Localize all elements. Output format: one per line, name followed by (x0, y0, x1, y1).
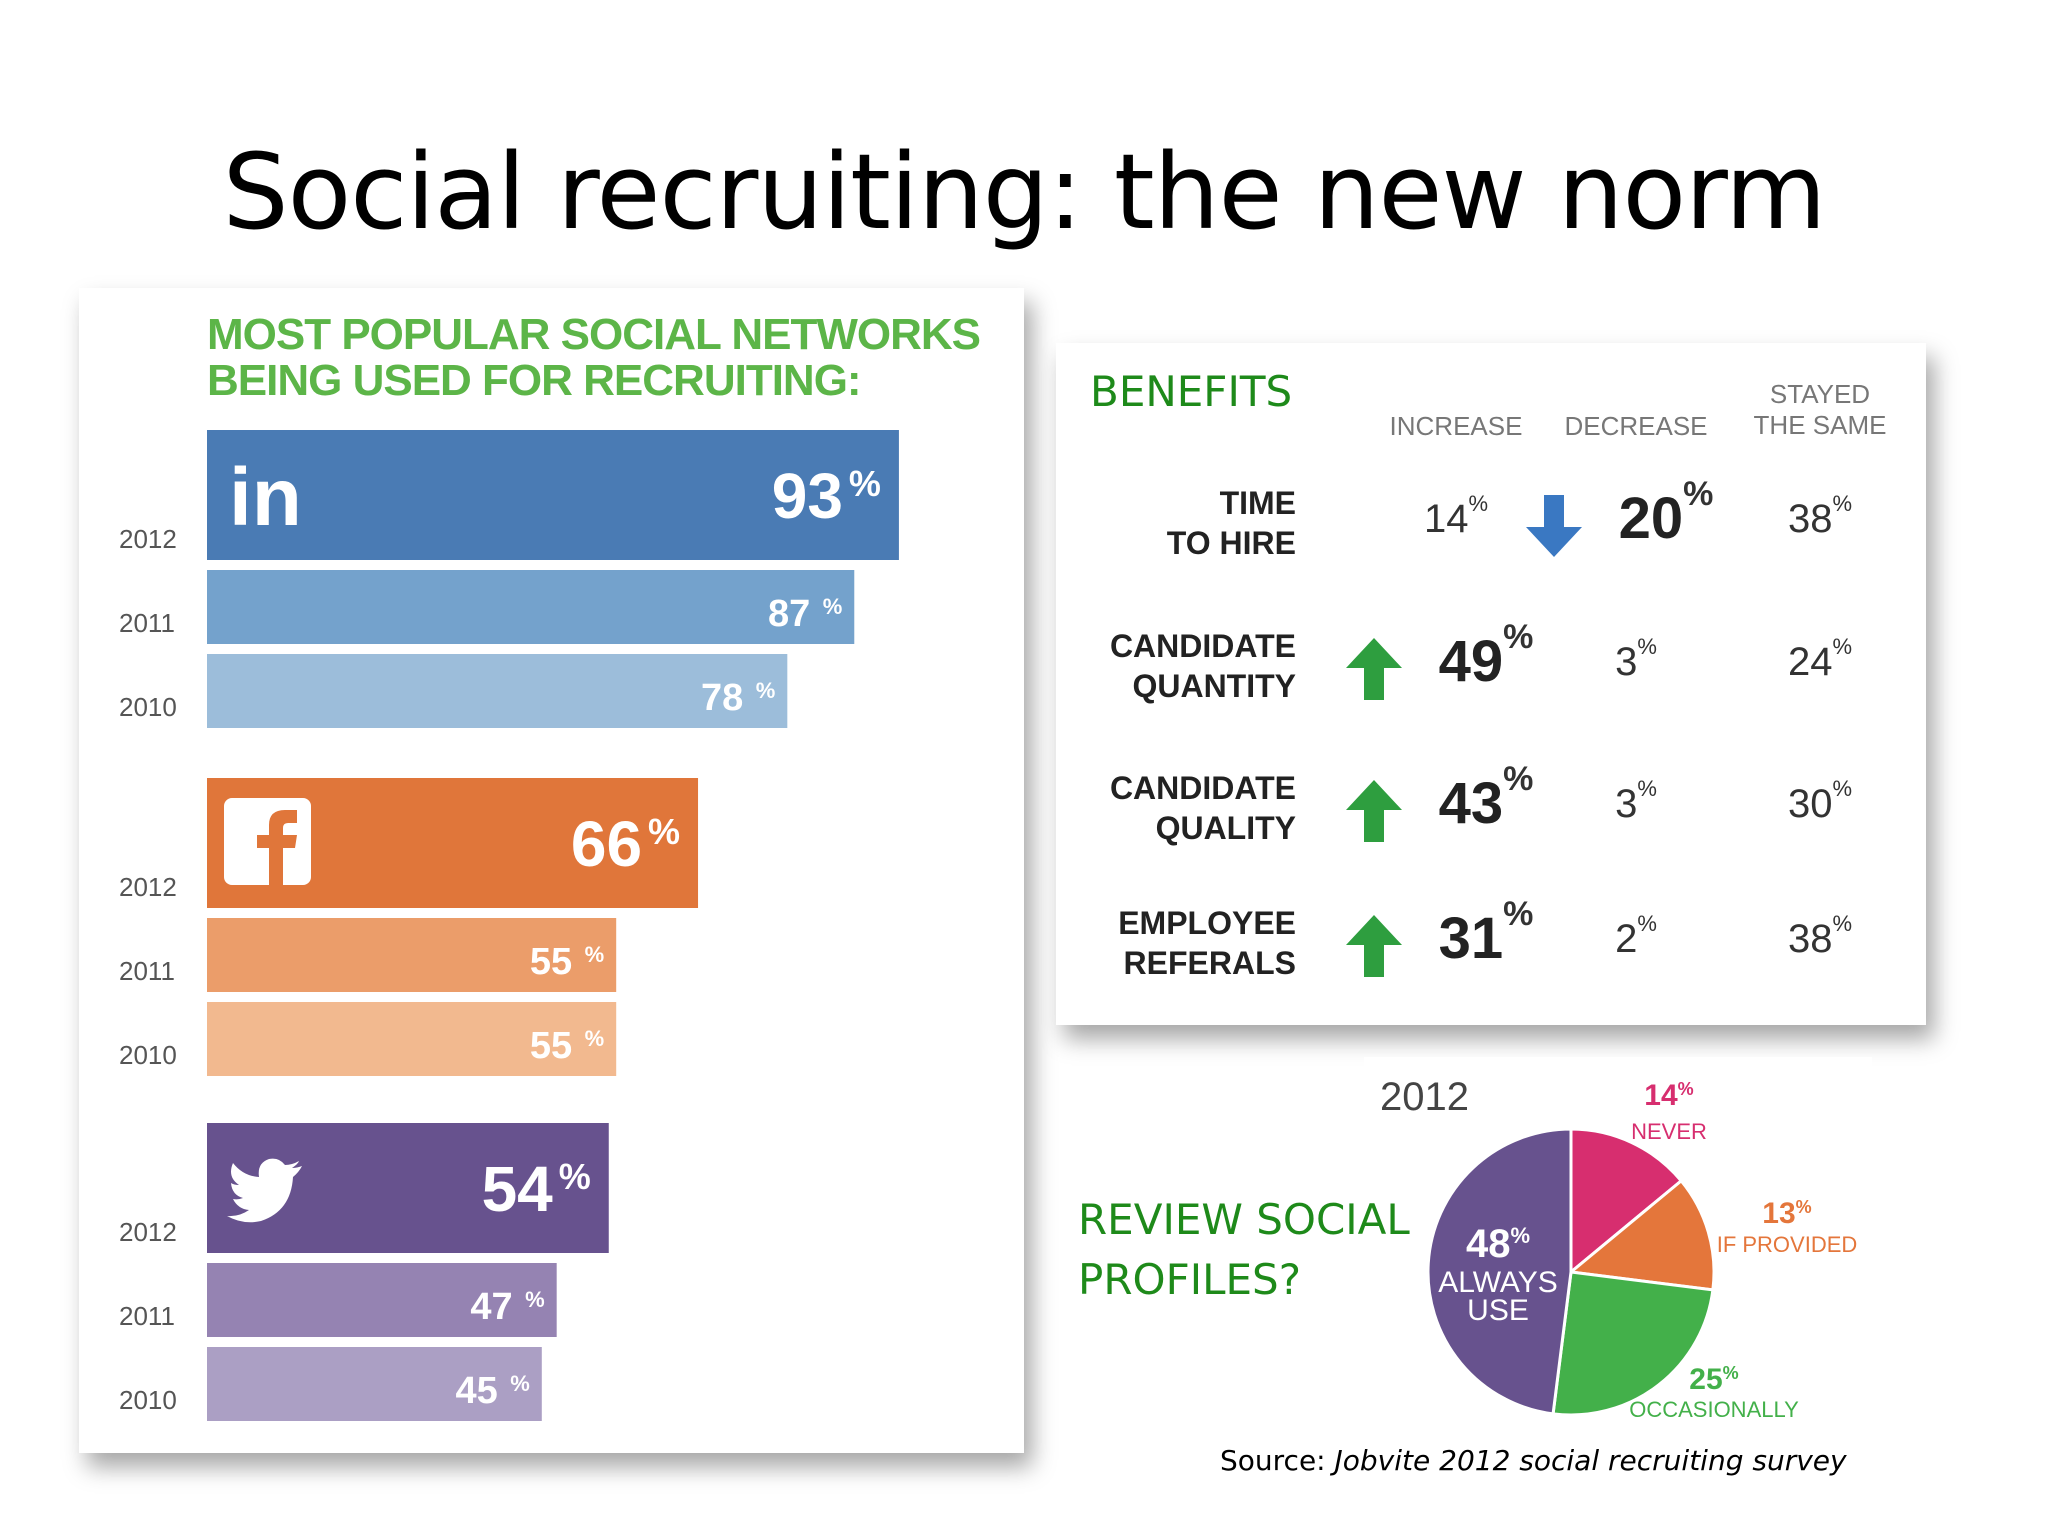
bar-value-label: 45 (456, 1370, 498, 1412)
review-question: REVIEW SOCIAL PROFILES? (1078, 1190, 1410, 1310)
bar-value-label: 47 (470, 1286, 512, 1328)
bar-value-label: 66 (571, 808, 642, 880)
benefit-value-decrease: 2% (1615, 911, 1657, 961)
twitter-icon (227, 1158, 302, 1223)
networks-title-line1: MOST POPULAR SOCIAL NETWORKS (207, 310, 981, 359)
review-question-line1: REVIEW SOCIAL (1078, 1195, 1410, 1244)
linkedin-icon: in (229, 452, 302, 543)
slide-title: Social recruiting: the new norm (222, 131, 1827, 253)
pie-slice-occasionally (1551, 1270, 1715, 1417)
networks-bar-chart: 93 % 2012 87 % 2011 78 % 2010 in 66 % 2012 55 % 2011 55%… (119, 430, 899, 1421)
bar-unit-label: % (849, 463, 881, 504)
bar-year-label: 2010 (119, 692, 177, 722)
bar-unit-label: % (525, 1287, 545, 1312)
pie-category-label: NEVER (1631, 1119, 1707, 1144)
pie-category-label: OCCASIONALLY (1629, 1397, 1799, 1422)
bar-linkedin-2010 (207, 654, 788, 728)
networks-chart-title: MOST POPULAR SOCIAL NETWORKS BEING USED … (207, 312, 1017, 404)
bar-year-label: 2012 (119, 524, 177, 554)
benefits-title: BENEFITS (1090, 367, 1293, 416)
benefit-row-label: CANDIDATE QUANTITY (1109, 628, 1296, 704)
pie-slice-if-provided (1567, 1178, 1716, 1292)
bar-unit-label: % (559, 1156, 591, 1197)
benefit-value-same: 38% (1787, 911, 1853, 961)
benefit-value-increase: 31% (1438, 895, 1534, 971)
arrow-down-icon (1526, 495, 1582, 557)
bar-value-label: 87 (768, 593, 810, 635)
pie-category-label: USE (1467, 1294, 1529, 1327)
arrow-up-icon (1346, 780, 1402, 842)
benefit-row-label: TIME TO HIRE (1166, 485, 1296, 561)
bar-unit-label: % (648, 811, 680, 852)
pie-category-label: ALWAYS (1438, 1266, 1557, 1299)
source-note: Source: Jobvite 2012 social recruiting s… (1220, 1444, 1847, 1477)
bar-year-label: 2012 (119, 1217, 177, 1247)
pie-slice-never (1569, 1127, 1684, 1276)
col-head-decrease: DECREASE (1564, 411, 1708, 441)
bar-unit-label: % (756, 678, 776, 703)
benefit-value-same: 24% (1787, 634, 1853, 684)
bar-facebook-2011 (207, 918, 617, 992)
benefits-panel: BENEFITS INCREASE DECREASE STAYED THE SAME T… (1056, 343, 1926, 1025)
col-head-increase: INCREASE (1389, 411, 1523, 441)
benefit-value-decrease: 3% (1615, 776, 1657, 826)
benefit-value-same: 30% (1787, 776, 1853, 826)
pie-value-label: 13% (1762, 1197, 1811, 1230)
bar-value-label: 78 (701, 677, 743, 719)
source-prefix: Source: (1220, 1444, 1326, 1477)
bar-year-label: 2010 (119, 1040, 177, 1070)
benefit-value-increase: 14% (1423, 491, 1489, 541)
bar-year-label: 2011 (119, 608, 175, 638)
bar-unit-label: % (823, 594, 843, 619)
bar-value-label: 54 (482, 1153, 554, 1225)
bar-year-label: 2010 (119, 1385, 177, 1415)
benefit-value-increase: 49% (1438, 618, 1534, 694)
bar-value-label: 93 (772, 460, 843, 532)
facebook-icon (224, 798, 311, 885)
benefit-value-decrease: 3% (1615, 634, 1657, 684)
pie-value-label: 25% (1689, 1363, 1738, 1396)
source-title: Jobvite 2012 social recruiting survey (1334, 1444, 1847, 1477)
benefit-value-decrease: 20% (1618, 475, 1714, 551)
benefit-value-same: 38% (1787, 491, 1853, 541)
networks-title-line2: BEING USED FOR RECRUITING: (207, 356, 862, 405)
bar-unit-label: % (585, 1026, 605, 1051)
bar-value-label: 55 (530, 1025, 572, 1067)
pie-category-label: IF PROVIDED (1717, 1232, 1858, 1257)
review-question-line2: PROFILES? (1078, 1255, 1302, 1304)
bar-value-label: 55 (530, 941, 572, 983)
bar-year-label: 2011 (119, 956, 175, 986)
networks-chart-panel: MOST POPULAR SOCIAL NETWORKS BEING USED … (79, 288, 1024, 1453)
bar-year-label: 2011 (119, 1301, 175, 1331)
arrow-up-icon (1346, 915, 1402, 977)
pie-year-label: 2012 (1380, 1075, 1469, 1119)
arrow-up-icon (1346, 638, 1402, 700)
pie-value-label: 14% (1644, 1079, 1693, 1112)
col-head-same: STAYED THE SAME (1753, 379, 1887, 440)
benefit-row-label: EMPLOYEE REFERALS (1118, 905, 1296, 981)
benefit-value-increase: 43% (1438, 760, 1534, 836)
bar-twitter-2011 (207, 1263, 557, 1337)
bar-facebook-2010 (207, 1002, 617, 1076)
pie-slice-always-use (1426, 1127, 1573, 1416)
bar-linkedin-2011 (207, 570, 855, 644)
bar-year-label: 2012 (119, 872, 177, 902)
benefit-row-label: CANDIDATE QUALITY (1109, 770, 1296, 846)
bar-linkedin-2012 (207, 430, 899, 560)
bar-twitter-2010 (207, 1347, 542, 1421)
bar-unit-label: % (510, 1371, 530, 1396)
bar-unit-label: % (585, 942, 605, 967)
